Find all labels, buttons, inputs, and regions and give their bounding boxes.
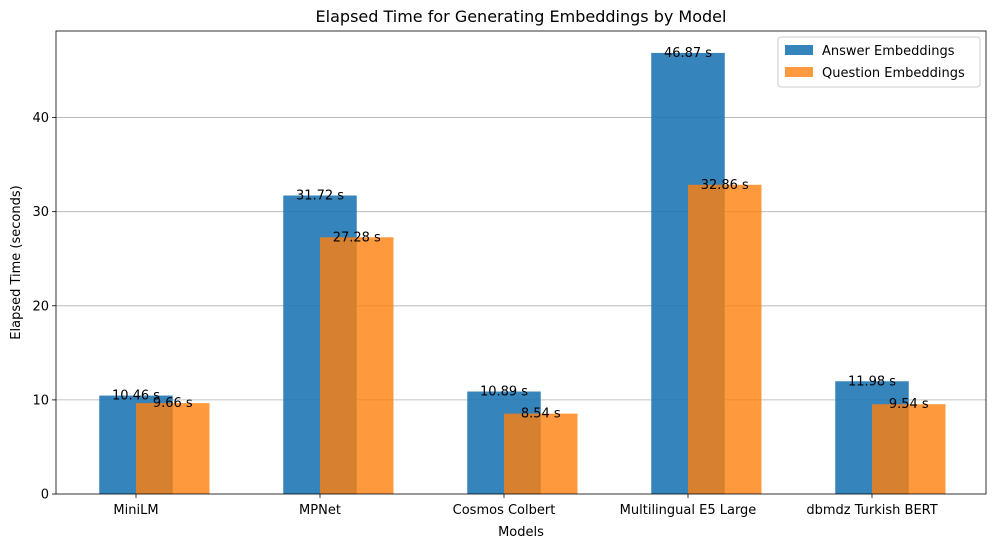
- y-gridlines: [56, 117, 986, 401]
- bar-question-2: [504, 413, 578, 494]
- x-tick-label: Cosmos Colbert: [453, 503, 556, 518]
- bar-question-1: [320, 237, 394, 495]
- x-axis-label: Models: [498, 525, 544, 540]
- bar-value-label: 11.98 s: [848, 374, 896, 389]
- y-tick-label: 30: [32, 205, 49, 220]
- axes: 0 10 20 30 40 MiniLM MPNet Cosmos Colbert Multil…: [32, 30, 987, 518]
- bar-value-label: 27.28 s: [333, 230, 381, 245]
- bar-value-label: 8.54 s: [521, 407, 561, 422]
- legend-entry-label: Question Embeddings: [822, 66, 965, 81]
- bars: [99, 52, 946, 495]
- legend-box: [777, 36, 981, 88]
- bar-value-label: 32.86 s: [701, 178, 749, 193]
- bar-value-label: 9.54 s: [889, 397, 929, 412]
- x-tick-label: MPNet: [299, 503, 341, 518]
- y-tick-label: 40: [32, 111, 49, 126]
- bar-question-0: [136, 403, 210, 494]
- plot-frame: [55, 30, 987, 495]
- x-tick-label: Multilingual E5 Large: [620, 503, 757, 518]
- bar-question-3: [688, 184, 762, 495]
- bar-value-label: 31.72 s: [296, 188, 344, 203]
- bar-value-label: 10.46 s: [112, 389, 160, 404]
- bar-value-labels: 10.46 s9.66 s 31.72 s 27.28 s 10.89 s 8.54 s…: [112, 46, 929, 422]
- y-tick-label: 20: [32, 299, 49, 314]
- bar-value-label: 9.66 s: [153, 396, 193, 411]
- y-tick-label: 0: [41, 488, 49, 503]
- x-tick-label: dbmdz Turkish BERT: [806, 503, 937, 518]
- legend-entry-label: Answer Embeddings: [822, 44, 955, 59]
- legend: Answer Embeddings Question Embeddings: [777, 36, 981, 88]
- x-tick-label: MiniLM: [113, 503, 158, 518]
- legend-swatch: [785, 67, 813, 77]
- y-tick-label: 10: [32, 393, 49, 408]
- bar-value-label: 46.87 s: [664, 46, 712, 61]
- y-axis-label: Elapsed Time (seconds): [9, 185, 24, 339]
- chart-title: Elapsed Time for Generating Embeddings b…: [316, 7, 727, 26]
- bar-question-4: [872, 404, 946, 494]
- legend-swatch: [785, 45, 813, 55]
- bar-value-label: 10.89 s: [480, 385, 528, 400]
